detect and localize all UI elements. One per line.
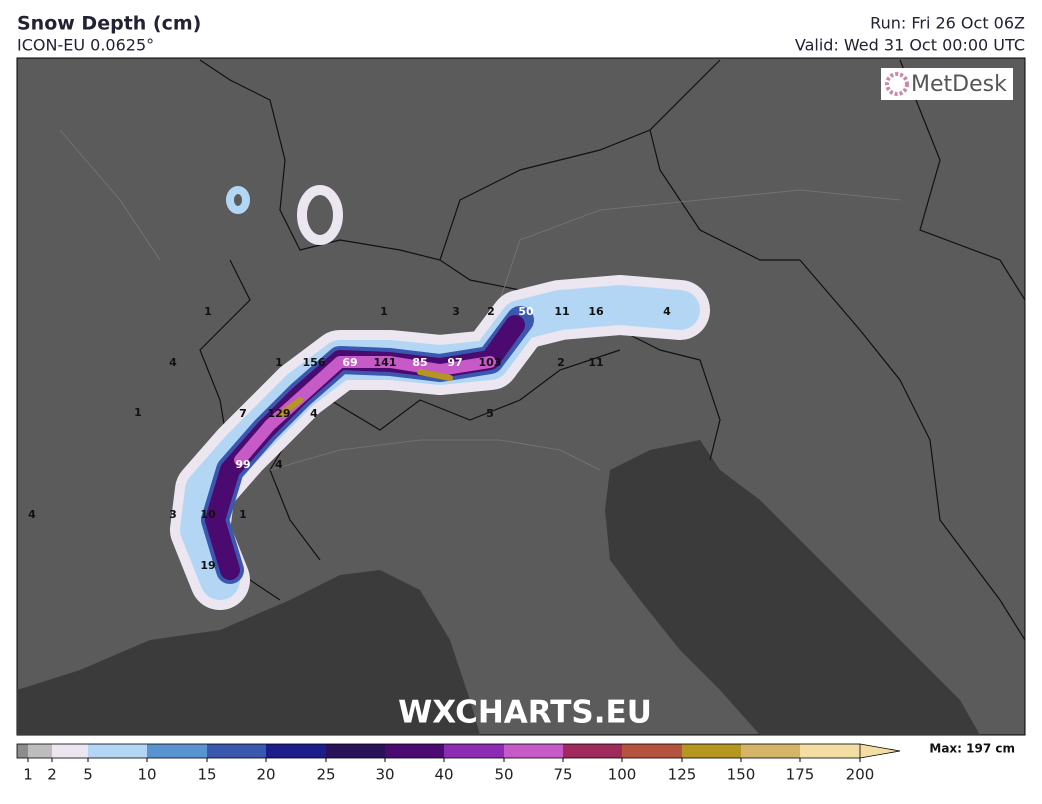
colorbar-segment bbox=[444, 744, 504, 758]
colorbar-tick-label: 20 bbox=[256, 766, 275, 784]
snow-depth-label: 97 bbox=[447, 356, 462, 369]
colorbar-tick-label: 125 bbox=[668, 766, 697, 784]
snow-depth-label: 1 bbox=[134, 406, 142, 419]
snow-depth-label: 69 bbox=[342, 356, 357, 369]
colorbar-segment bbox=[17, 744, 28, 758]
colorbar-segment bbox=[800, 744, 860, 758]
colorbar-segment bbox=[88, 744, 147, 758]
colorbar-segment bbox=[207, 744, 266, 758]
snow-depth-label: 4 bbox=[310, 407, 318, 420]
colorbar-tick-label: 2 bbox=[47, 766, 57, 784]
colorbar-tick-label: 200 bbox=[846, 766, 875, 784]
snow-depth-label: 50 bbox=[518, 305, 534, 318]
snow-depth-label: 16 bbox=[588, 305, 604, 318]
snow-depth-label: 1 bbox=[204, 305, 212, 318]
run: Run: Fri 26 Oct 06Z bbox=[870, 14, 1025, 33]
colorbar-tick-label: 15 bbox=[197, 766, 216, 784]
snow-depth-label: 1 bbox=[380, 305, 388, 318]
legend: Max: 197 cm 1 2 5 10 15 20 25 30 40 50 75 100 125 150… bbox=[16, 742, 1015, 784]
colorbar-arrow bbox=[859, 743, 901, 759]
colorbar-segment bbox=[52, 744, 88, 758]
colorbar-tick-label: 5 bbox=[83, 766, 93, 784]
snow-depth-label: 7 bbox=[239, 407, 247, 420]
colorbar-tick-label: 1 bbox=[23, 766, 33, 784]
colorbar-segment bbox=[741, 744, 800, 758]
snow-depth-label: 19 bbox=[200, 559, 215, 572]
snow-depth-label: 5 bbox=[486, 407, 494, 420]
rivers bbox=[59, 129, 901, 471]
colorbar-tick-label: 40 bbox=[434, 766, 453, 784]
colorbar-segment bbox=[385, 744, 444, 758]
snow-depth-label: 129 bbox=[268, 407, 291, 420]
max-label: Max: 197 cm bbox=[929, 742, 1015, 756]
colorbar-segment bbox=[563, 744, 622, 758]
snow-depth-label: 3 bbox=[452, 305, 460, 318]
borders bbox=[199, 59, 1026, 641]
watermark: WXCHARTS.EU bbox=[398, 695, 652, 731]
title: Snow Depth (cm) bbox=[17, 13, 201, 35]
colorbar-tick-label: 150 bbox=[727, 766, 756, 784]
snow-depth-label: 141 bbox=[374, 356, 397, 369]
colorbar-segment bbox=[28, 744, 52, 758]
colorbar-segment bbox=[504, 744, 563, 758]
colorbar-tick-label: 10 bbox=[137, 766, 156, 784]
colorbar-segment bbox=[326, 744, 385, 758]
colorbar-tick-label: 50 bbox=[494, 766, 513, 784]
colorbar-segment bbox=[682, 744, 741, 758]
snow-depth-label: 10 bbox=[200, 508, 216, 521]
snow-depth-label: 3 bbox=[169, 508, 177, 521]
snow-depth-label: 1 bbox=[275, 356, 283, 369]
snow bbox=[170, 185, 710, 610]
snow-depth-label: 99 bbox=[235, 458, 250, 471]
colorbar-frame bbox=[16, 743, 861, 759]
colorbar-tick-label: 25 bbox=[316, 766, 335, 784]
colorbar-segment bbox=[147, 744, 207, 758]
colorbar-segment bbox=[622, 744, 682, 758]
snow-depth-label: 4 bbox=[275, 458, 283, 471]
snow-depth-label: 4 bbox=[169, 356, 177, 369]
colorbar-tick-label: 75 bbox=[553, 766, 572, 784]
snow-depth-label: 4 bbox=[28, 508, 36, 521]
snow-depth-label: 103 bbox=[479, 356, 502, 369]
snow-depth-label: 156 bbox=[303, 356, 326, 369]
colorbar-tick-label: 30 bbox=[375, 766, 394, 784]
valid: Valid: Wed 31 Oct 00:00 UTC bbox=[795, 36, 1025, 55]
snow-depth-label: 2 bbox=[487, 305, 495, 318]
snow-depth-label: 1 bbox=[239, 508, 247, 521]
snow-depth-label: 85 bbox=[412, 356, 427, 369]
subtitle: ICON-EU 0.0625° bbox=[17, 36, 154, 55]
snow-depth-label: 4 bbox=[663, 305, 671, 318]
sea bbox=[17, 570, 480, 735]
colorbar-tick-label: 175 bbox=[786, 766, 815, 784]
snow-depth-label: 11 bbox=[554, 305, 569, 318]
snow-depth-label: 11 bbox=[588, 356, 603, 369]
sea bbox=[605, 440, 980, 735]
colorbar-tick-label: 100 bbox=[608, 766, 637, 784]
logo: MetDesk bbox=[911, 72, 1007, 97]
logo-bg bbox=[881, 68, 1013, 100]
logo-box: MetDesk bbox=[881, 68, 1013, 100]
snow-depth-label: 2 bbox=[557, 356, 565, 369]
colorbar-segment bbox=[266, 744, 326, 758]
logo-icon bbox=[885, 72, 909, 96]
